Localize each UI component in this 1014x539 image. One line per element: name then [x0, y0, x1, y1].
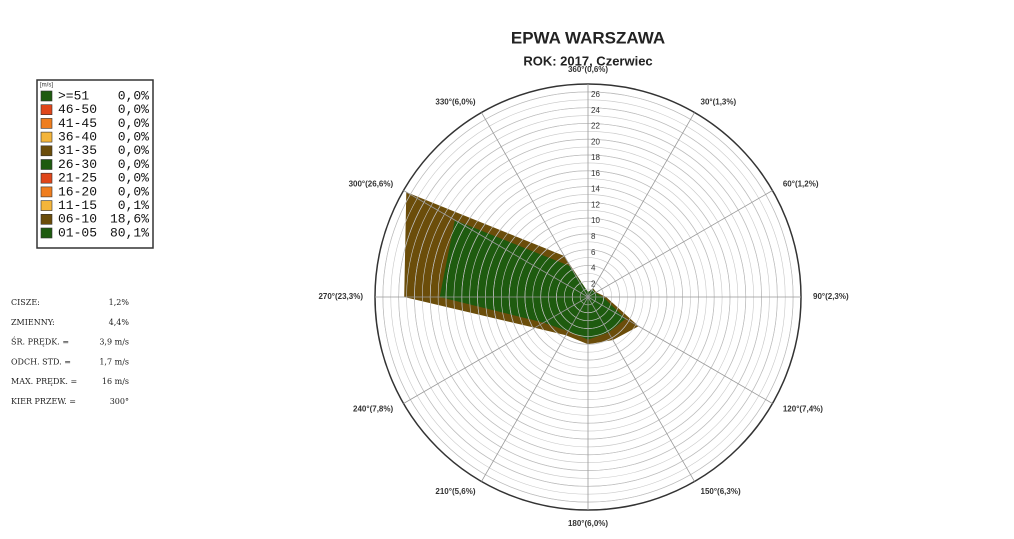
legend-label: 11-15: [58, 198, 97, 213]
r-tick-label: 6: [591, 248, 596, 257]
legend-total: 0,0%: [118, 184, 149, 199]
spoke: [481, 112, 589, 298]
spoke: [587, 190, 773, 298]
r-tick-label: 24: [591, 106, 600, 115]
legend-swatch: [40, 159, 53, 170]
legend-label: 31-35: [58, 143, 97, 158]
stat-value: 1,7 m/s: [99, 357, 129, 366]
direction-label: 240°(7,8%): [353, 405, 393, 414]
legend-swatch: [40, 186, 53, 198]
legend-total: 0,0%: [118, 157, 149, 172]
legend-unit: [m/s]: [40, 83, 53, 89]
spoke: [403, 190, 589, 298]
stat-value: 4,4%: [109, 318, 130, 327]
direction-label: 330°(6,0%): [435, 97, 475, 106]
legend-label: 41-45: [58, 116, 97, 131]
spoke: [587, 296, 695, 482]
stat-label: CISZE:: [11, 298, 40, 307]
legend-total: 0,0%: [118, 130, 149, 145]
r-tick-label: 26: [591, 90, 600, 99]
legend-total: 0,0%: [118, 102, 149, 117]
direction-label: 90°(2,3%): [813, 292, 849, 301]
r-tick-label: 18: [591, 153, 600, 162]
stat-value: 300°: [110, 397, 129, 406]
legend-swatch: [40, 131, 53, 143]
legend-label: 16-20: [58, 184, 97, 199]
legend-swatch: [40, 145, 53, 157]
legend-total: 0,0%: [118, 116, 149, 131]
legend-total: 0,0%: [118, 171, 149, 186]
stat-label: ODCH. STD. =: [11, 357, 71, 366]
legend-swatch: [40, 172, 53, 184]
spoke: [481, 296, 589, 482]
r-tick-label: 16: [591, 169, 600, 178]
legend-total: 0,0%: [118, 88, 149, 103]
direction-label: 30°(1,3%): [701, 97, 737, 106]
legend-total: 18,6%: [110, 212, 149, 227]
legend-box: [36, 79, 154, 249]
legend-label: 26-30: [58, 157, 97, 172]
legend-total: 0,0%: [118, 143, 149, 158]
r-tick-label: 10: [591, 216, 600, 225]
r-tick-label: 20: [591, 137, 600, 146]
stat-label: ZMIENNY:: [11, 318, 55, 327]
stat-value: 1,2%: [109, 298, 130, 307]
r-tick-label: 12: [591, 200, 600, 209]
legend-swatch: [40, 118, 53, 129]
chart-title: EPWA WARSZAWA: [511, 28, 665, 47]
stat-label: MAX. PRĘDK. =: [11, 377, 77, 386]
stat-value: 16 m/s: [102, 377, 129, 386]
legend-label: 01-05: [58, 225, 97, 240]
legend-swatch: [40, 90, 53, 102]
chart-subtitle: ROK: 2017, Czerwiec: [523, 53, 652, 68]
spoke: [587, 296, 773, 404]
legend-total: 0,1%: [118, 198, 149, 213]
direction-label: 270°(23,3%): [318, 292, 363, 301]
direction-label: 300°(26,6%): [349, 180, 394, 189]
legend-total: 80,1%: [110, 225, 149, 240]
stat-value: 3,9 m/s: [99, 338, 129, 347]
direction-label: 180°(6,0%): [568, 519, 608, 528]
legend-swatch: [40, 104, 53, 115]
r-tick-label: 4: [591, 264, 596, 273]
legend-swatch: [40, 227, 53, 239]
legend-swatch: [40, 214, 53, 225]
legend-label: 46-50: [58, 102, 97, 117]
r-tick-label: 2: [591, 279, 596, 288]
stat-label: KIER PRZEW. =: [11, 397, 76, 406]
direction-label: 150°(6,3%): [701, 487, 741, 496]
direction-label: 120°(7,4%): [783, 405, 823, 414]
legend-swatch: [40, 200, 53, 211]
legend-label: 21-25: [58, 171, 97, 186]
legend-label: 06-10: [58, 212, 97, 227]
direction-label: 360°(0,6%): [568, 65, 608, 74]
direction-label: 60°(1,2%): [783, 180, 819, 189]
r-tick-label: 8: [591, 232, 596, 241]
stat-label: ŚR. PRĘDK. =: [11, 338, 69, 347]
spoke: [403, 296, 589, 404]
direction-label: 210°(5,6%): [435, 487, 475, 496]
legend-label: 36-40: [58, 130, 97, 145]
spoke: [587, 112, 695, 298]
legend-label: >=51: [58, 88, 89, 103]
r-tick-label: 22: [591, 122, 600, 131]
r-tick-label: 14: [591, 185, 600, 194]
